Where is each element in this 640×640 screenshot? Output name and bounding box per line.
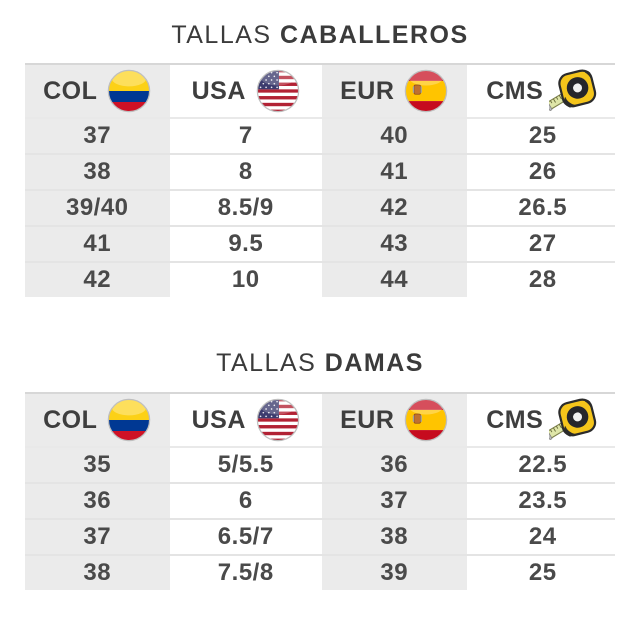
table-cell: 42 (25, 263, 170, 297)
cms-header-label: CMS (486, 76, 544, 105)
table-cell: 40 (322, 119, 467, 153)
header-cell-usa: USA (173, 65, 318, 117)
table-row: 37 6.5/7 38 24 (25, 518, 615, 554)
table-row: 41 9.5 43 27 (25, 225, 615, 261)
table-cell: 43 (322, 227, 467, 261)
table-cell: 25 (470, 119, 615, 153)
table-row: 37 7 40 25 (25, 117, 615, 153)
table-cell: 38 (25, 155, 170, 189)
header-cell-col: COL (25, 394, 170, 446)
table-cell: 38 (25, 556, 170, 590)
colombia-flag-icon (107, 398, 151, 442)
table-cell: 39/40 (25, 191, 170, 225)
header-cell-usa: USA (173, 394, 318, 446)
table-cell: 6.5/7 (173, 520, 318, 554)
table-cell: 24 (470, 520, 615, 554)
table-cell: 37 (25, 119, 170, 153)
header-cell-eur: EUR (322, 65, 467, 117)
cms-header-label: CMS (486, 405, 544, 434)
table-row: 42 10 44 28 (25, 261, 615, 297)
damas-size-table: COL USA EUR CMS 35 5/5.5 36 22.5 36 6 37 23.5 37… (25, 392, 615, 590)
table-cell: 7 (173, 119, 318, 153)
spain-flag-icon (404, 69, 448, 113)
table-row: 38 7.5/8 39 25 (25, 554, 615, 590)
table-cell: 8 (173, 155, 318, 189)
colombia-flag-icon (107, 69, 151, 113)
damas-section: TALLAS DAMAS COL USA EUR CMS (25, 297, 615, 590)
table-cell: 23.5 (470, 484, 615, 518)
table-cell: 42 (322, 191, 467, 225)
usa-flag-icon (256, 398, 300, 442)
caballeros-section: TALLAS CABALLEROS COL USA EUR CMS (25, 0, 615, 297)
table-cell: 7.5/8 (173, 556, 318, 590)
table-cell: 38 (322, 520, 467, 554)
table-header-row: COL USA EUR CMS (25, 394, 615, 446)
table-cell: 35 (25, 448, 170, 482)
header-cell-eur: EUR (322, 394, 467, 446)
table-cell: 27 (470, 227, 615, 261)
table-cell: 22.5 (470, 448, 615, 482)
tape-measure-icon (549, 397, 599, 443)
caballeros-table-body: 37 7 40 25 38 8 41 26 39/40 8.5/9 42 26.5 41 9.5 43 27 4… (25, 117, 615, 297)
header-cell-cms: CMS (470, 394, 615, 446)
table-cell: 36 (25, 484, 170, 518)
damas-table-body: 35 5/5.5 36 22.5 36 6 37 23.5 37 6.5/7 38 24 38 7.5/8… (25, 446, 615, 590)
table-cell: 37 (25, 520, 170, 554)
table-cell: 41 (25, 227, 170, 261)
table-cell: 8.5/9 (173, 191, 318, 225)
table-cell: 10 (173, 263, 318, 297)
col-header-label: COL (43, 405, 98, 434)
table-cell: 39 (322, 556, 467, 590)
table-cell: 6 (173, 484, 318, 518)
table-row: 35 5/5.5 36 22.5 (25, 446, 615, 482)
header-cell-cms: CMS (470, 65, 615, 117)
title-word-caballeros: CABALLEROS (280, 21, 469, 49)
table-cell: 26 (470, 155, 615, 189)
table-row: 36 6 37 23.5 (25, 482, 615, 518)
usa-header-label: USA (191, 76, 246, 105)
eur-header-label: EUR (340, 405, 395, 434)
table-cell: 9.5 (173, 227, 318, 261)
table-cell: 26.5 (470, 191, 615, 225)
caballeros-size-table: COL USA EUR CMS 37 7 40 25 38 8 41 26 39/40 8.5/9… (25, 63, 615, 297)
table-cell: 41 (322, 155, 467, 189)
table-cell: 28 (470, 263, 615, 297)
table-cell: 36 (322, 448, 467, 482)
damas-title: TALLAS DAMAS (25, 297, 615, 392)
header-cell-col: COL (25, 65, 170, 117)
table-cell: 37 (322, 484, 467, 518)
caballeros-title: TALLAS CABALLEROS (25, 0, 615, 63)
table-cell: 25 (470, 556, 615, 590)
spain-flag-icon (404, 398, 448, 442)
col-header-label: COL (43, 76, 98, 105)
table-header-row: COL USA EUR CMS (25, 65, 615, 117)
table-row: 39/40 8.5/9 42 26.5 (25, 189, 615, 225)
eur-header-label: EUR (340, 76, 395, 105)
table-cell: 44 (322, 263, 467, 297)
title-word-damas: DAMAS (324, 349, 424, 377)
usa-header-label: USA (191, 405, 246, 434)
table-cell: 5/5.5 (173, 448, 318, 482)
table-row: 38 8 41 26 (25, 153, 615, 189)
title-word-tallas: TALLAS (171, 21, 272, 49)
title-word-tallas: TALLAS (216, 349, 317, 377)
tape-measure-icon (549, 68, 599, 114)
usa-flag-icon (256, 69, 300, 113)
